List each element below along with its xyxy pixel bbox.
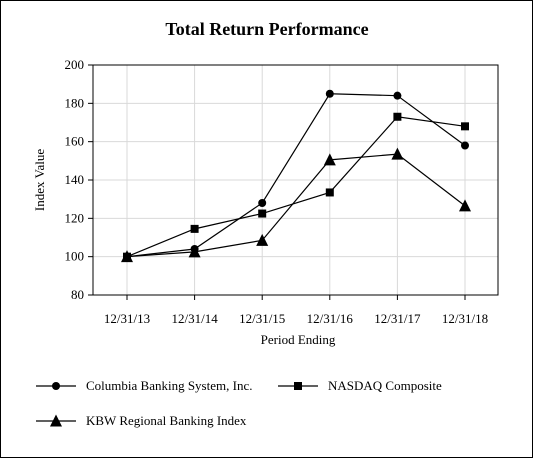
x-tick-label: 12/31/13: [104, 311, 150, 326]
x-axis-label: Period Ending: [261, 332, 336, 347]
y-axis: 80 100 120 140 160 180 200: [65, 57, 93, 302]
y-tick-label: 80: [71, 287, 84, 302]
legend: Columbia Banking System, Inc. NASDAQ Comp…: [36, 378, 442, 428]
y-tick-label: 160: [65, 134, 85, 149]
legend-item: NASDAQ Composite: [278, 378, 442, 393]
data-point-square: [461, 122, 469, 131]
legend-item: Columbia Banking System, Inc.: [36, 378, 252, 393]
legend-label: KBW Regional Banking Index: [86, 413, 247, 428]
y-axis-label: Index Value: [32, 149, 47, 211]
legend-label: NASDAQ Composite: [328, 378, 442, 393]
data-point-square: [190, 224, 199, 233]
data-point-triangle: [459, 199, 471, 212]
series-line: [126, 116, 466, 258]
data-point-circle: [258, 199, 267, 207]
series-triangle: [121, 147, 471, 263]
y-tick-label: 180: [65, 95, 85, 110]
x-axis: 12/31/13 12/31/14 12/31/15 12/31/16 12/31/17…: [104, 295, 488, 326]
data-point-triangle: [188, 245, 201, 258]
y-tick-label: 200: [65, 57, 85, 72]
data-point-circle: [393, 91, 402, 100]
y-tick-label: 140: [65, 172, 85, 187]
legend-item: KBW Regional Banking Index: [36, 413, 247, 428]
data-point-triangle: [121, 250, 133, 263]
data-point-triangle: [391, 147, 404, 160]
legend-marker-triangle: [50, 414, 62, 427]
data-point-triangle: [256, 233, 269, 246]
data-point-circle: [325, 89, 334, 98]
x-tick-label: 12/31/17: [374, 311, 421, 326]
series-line: [126, 93, 466, 258]
series-circle: [123, 89, 469, 261]
data-point-square: [325, 188, 334, 197]
legend-marker-circle: [52, 382, 60, 390]
chart-title: Total Return Performance: [165, 19, 368, 39]
x-tick-label: 12/31/14: [171, 311, 218, 326]
data-point-square: [258, 209, 267, 218]
series-group: [121, 89, 471, 263]
y-tick-label: 100: [65, 249, 85, 264]
legend-marker-square: [294, 382, 302, 390]
data-point-triangle: [323, 153, 336, 166]
series-line: [126, 153, 466, 258]
x-tick-label: 12/31/15: [239, 311, 285, 326]
data-point-square: [393, 112, 402, 121]
series-square: [123, 112, 469, 261]
legend-label: Columbia Banking System, Inc.: [86, 378, 252, 393]
y-tick-label: 120: [65, 210, 85, 225]
data-point-circle: [461, 141, 469, 150]
x-tick-label: 12/31/18: [442, 311, 488, 326]
gridlines: [93, 65, 498, 295]
x-tick-label: 12/31/16: [307, 311, 354, 326]
